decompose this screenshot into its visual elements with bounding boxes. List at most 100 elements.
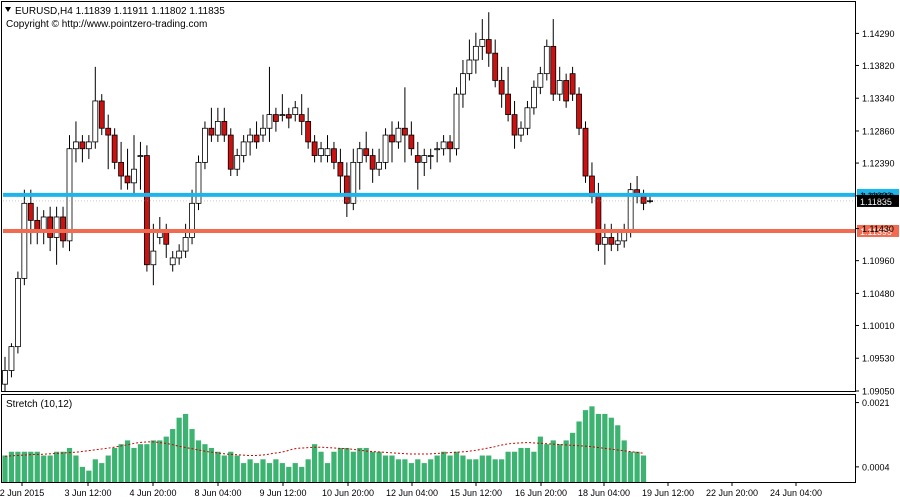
candle-body-bear xyxy=(363,148,370,156)
y-tick-label: 1.10480 xyxy=(862,289,895,299)
histogram-bar xyxy=(363,447,369,482)
histogram-bar xyxy=(350,451,356,482)
candle xyxy=(589,162,595,204)
candle xyxy=(163,223,170,258)
candle-body-bear xyxy=(389,134,395,143)
candle-body-bear xyxy=(550,45,557,95)
histogram-bar xyxy=(608,417,614,482)
histogram-bar xyxy=(479,455,485,482)
y-tick-label: 1.13820 xyxy=(862,61,895,71)
price-level-label: 1.11395 xyxy=(860,227,892,237)
x-tick-label: 24 Jun 04:00 xyxy=(770,488,822,498)
histogram-bar xyxy=(208,447,214,482)
candle xyxy=(137,141,144,190)
candle xyxy=(111,128,118,170)
candle-body-bull xyxy=(266,114,273,129)
y-tick-label: 1.10010 xyxy=(862,321,895,331)
candle-body-bear xyxy=(124,175,131,184)
y-tick-label: 1.11430 xyxy=(862,224,894,234)
histogram-bar xyxy=(124,440,131,482)
candle-body-bull xyxy=(214,121,221,136)
candle xyxy=(318,141,324,163)
y-tick-label: 1.09050 xyxy=(862,387,895,397)
histogram-bar xyxy=(615,425,621,482)
histogram-bar xyxy=(60,451,66,482)
candle-body-bear xyxy=(569,73,576,95)
candle xyxy=(73,121,79,163)
candle-body-bull xyxy=(240,141,247,156)
indicator-pane[interactable] xyxy=(2,406,647,482)
histogram-bar xyxy=(537,436,543,482)
candle-body-bull xyxy=(453,93,460,150)
candle-body-bear xyxy=(143,155,150,266)
histogram-bar xyxy=(15,451,21,482)
histogram-bar xyxy=(137,444,144,482)
candle xyxy=(272,107,279,132)
candle-body-bull xyxy=(85,141,92,150)
candle xyxy=(169,251,176,272)
histogram-bar xyxy=(640,455,647,482)
candle xyxy=(614,230,621,252)
histogram-bar xyxy=(112,447,118,482)
x-tick-label: 18 Jun 04:00 xyxy=(578,488,630,498)
candle xyxy=(305,107,312,149)
candle xyxy=(47,206,54,252)
candle xyxy=(131,135,137,194)
histogram-bar xyxy=(118,444,124,482)
candle-body-bear xyxy=(576,93,582,129)
candle-body-bull xyxy=(137,155,144,157)
candle-body-bear xyxy=(343,175,350,204)
candle xyxy=(524,100,531,136)
histogram-bar xyxy=(150,440,156,482)
candle-body-bear xyxy=(253,134,260,143)
histogram-bar xyxy=(357,447,363,482)
candle-body-bull xyxy=(556,80,563,95)
histogram-bar xyxy=(253,463,260,482)
candle xyxy=(395,121,402,149)
candle xyxy=(421,148,428,177)
histogram-bar xyxy=(524,447,531,482)
candle xyxy=(182,223,189,258)
candle-body-bear xyxy=(285,114,292,119)
candle xyxy=(14,271,21,354)
candle-body-bear xyxy=(118,161,124,177)
candle-body-bull xyxy=(279,114,286,117)
candle xyxy=(466,39,473,81)
candle-body-bear xyxy=(27,202,34,221)
histogram-bar xyxy=(395,459,402,482)
triangle-down-icon[interactable] xyxy=(5,7,11,12)
main-price-pane[interactable] xyxy=(2,12,856,391)
candle-body-bear xyxy=(221,121,228,136)
candle xyxy=(221,107,228,142)
candle xyxy=(479,19,486,61)
candle xyxy=(350,148,357,211)
candle-body-bear xyxy=(408,134,415,150)
candle xyxy=(647,195,653,204)
candle-body-bull xyxy=(202,127,208,163)
histogram-bar xyxy=(73,455,79,482)
candle xyxy=(408,121,415,156)
candle-body-bull xyxy=(356,148,363,163)
candle-body-bear xyxy=(311,141,318,156)
candle xyxy=(195,155,202,211)
candle-body-bull xyxy=(53,216,60,238)
candle xyxy=(79,135,86,163)
histogram-bar xyxy=(92,459,98,482)
candle-body-bull xyxy=(318,148,324,156)
candle-body-bull xyxy=(524,107,531,129)
histogram-bar xyxy=(79,466,85,482)
candle xyxy=(27,189,34,245)
histogram-bar xyxy=(518,447,524,482)
current-price-label: 1.11835 xyxy=(860,197,892,207)
histogram-bar xyxy=(453,451,460,482)
histogram-bar xyxy=(344,447,350,482)
histogram-bar xyxy=(602,413,608,482)
candle-body-bull xyxy=(131,168,137,184)
candle xyxy=(202,121,208,170)
candle-body-bull xyxy=(434,148,441,151)
candle xyxy=(150,223,157,286)
candle xyxy=(511,100,518,149)
candle-body-bear xyxy=(485,39,492,54)
